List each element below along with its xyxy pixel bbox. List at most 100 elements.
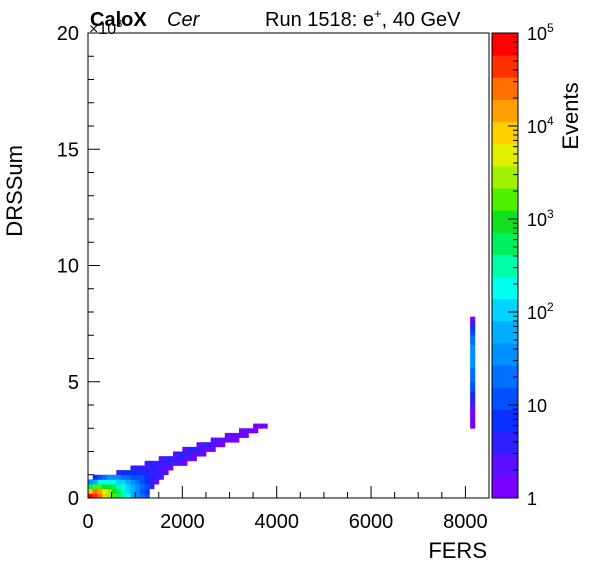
heatmap-cell — [470, 358, 476, 364]
heatmap-cell — [139, 488, 146, 494]
heatmap-cell — [229, 437, 235, 443]
channel-label: Cer — [167, 9, 201, 31]
heatmap-cell — [168, 456, 174, 462]
colorbar-segment — [492, 165, 518, 189]
heatmap-cell — [163, 460, 169, 466]
heatmap-cell — [470, 377, 476, 383]
colorbar-segment — [492, 343, 518, 366]
heatmap-cell — [470, 418, 476, 424]
heatmap-cell — [92, 484, 98, 490]
heatmap-cell — [470, 409, 476, 415]
colorbar-tick-label: 102 — [527, 300, 554, 323]
heatmap-cell — [470, 391, 476, 397]
heatmap-cell — [470, 367, 476, 373]
heatmap-cell — [125, 470, 131, 476]
y-tick-label: 5 — [68, 372, 79, 394]
colorbar-segment — [492, 365, 518, 388]
heatmap-cell — [220, 442, 226, 448]
heatmap-cell — [135, 484, 141, 490]
heatmap-cell — [149, 479, 155, 485]
heatmap-cell — [144, 470, 150, 476]
y-axis-label: DRSSum — [2, 145, 27, 237]
x-axis-ticks: 0 2000 4000 6000 8000 — [82, 486, 488, 533]
heatmap-cell — [154, 460, 160, 466]
colorbar-segment — [492, 188, 518, 211]
heatmap-cell — [262, 423, 268, 429]
heatmap-cell — [470, 372, 476, 378]
colorbar-ticks: 1 10 102 103 104 105 — [508, 21, 554, 509]
heatmap-cell — [111, 479, 117, 485]
heatmap-cell — [470, 321, 476, 327]
heatmap-cell — [88, 488, 94, 494]
heatmap-cell — [470, 423, 476, 429]
heatmap-cell — [205, 446, 212, 452]
heatmap-cell — [130, 484, 136, 490]
heatmap-cell — [97, 479, 103, 485]
colorbar-segment — [492, 55, 518, 78]
heatmap-cell — [163, 465, 169, 471]
colorbar-tick-label: 1 — [527, 489, 537, 509]
heatmap-cell — [163, 470, 169, 476]
colorbar-segment — [492, 387, 518, 410]
heatmap-cell — [144, 493, 150, 499]
colorbar-segment — [492, 254, 518, 278]
heatmap-cell — [177, 451, 183, 457]
heatmap-cell — [116, 479, 122, 485]
y-axis-multiplier: ×103 — [89, 18, 122, 38]
heatmap-cell — [92, 488, 98, 494]
heatmap-cell — [470, 316, 476, 322]
heatmap-cell — [243, 432, 249, 438]
y-tick-label: 10 — [57, 256, 79, 278]
heatmap-cell — [224, 437, 230, 443]
heatmap-cell — [106, 474, 112, 480]
colorbar-frame — [491, 32, 519, 499]
heatmap-cell — [102, 479, 108, 485]
colorbar-segment — [492, 33, 518, 56]
heatmap-cell — [253, 428, 259, 434]
heatmap-cell — [139, 484, 146, 490]
heatmap-cell — [139, 465, 146, 471]
heatmap-cell — [139, 493, 146, 499]
heatmap-cell — [187, 456, 193, 462]
x-tick-label: 4000 — [254, 511, 299, 533]
heatmap-cell — [106, 479, 112, 485]
heatmap-cell — [144, 460, 150, 466]
heatmap-cell — [135, 479, 141, 485]
heatmap-cell — [149, 470, 155, 476]
heatmap-cell — [177, 456, 183, 462]
heatmap-cell — [116, 484, 122, 490]
heatmap-cell — [168, 460, 174, 466]
heatmap-cell — [144, 465, 150, 471]
heatmap-cell — [168, 465, 174, 471]
colorbar-segment — [492, 99, 518, 123]
colorbar-label: Events — [558, 82, 583, 149]
heatmap-cell — [470, 381, 476, 387]
heatmap-cell — [154, 465, 160, 471]
heatmap-cell — [121, 493, 127, 499]
heatmap-cell — [191, 451, 197, 457]
heatmap-cell — [130, 470, 136, 476]
heatmap-cell — [210, 446, 216, 452]
heatmap-cell — [88, 493, 94, 499]
colorbar-segment — [492, 431, 518, 455]
y-axis-multiplier-exponent: 3 — [116, 18, 122, 30]
colorbar-segment — [492, 320, 518, 344]
heatmap-cell — [102, 484, 108, 490]
heatmap-cell — [470, 330, 476, 336]
heatmap-cell — [144, 479, 150, 485]
colorbar-segment — [492, 210, 518, 233]
heatmap-cell — [201, 446, 207, 452]
y-tick-label: 20 — [57, 23, 79, 45]
heatmap-cell — [121, 479, 127, 485]
heatmap-cell — [238, 428, 245, 434]
heatmap-cell — [470, 363, 476, 369]
heatmap-cell — [196, 446, 202, 452]
heatmap-cell — [88, 479, 94, 485]
heatmap-cell — [121, 474, 127, 480]
heatmap-cell — [224, 432, 230, 438]
heatmap-cell — [182, 456, 188, 462]
colorbar-tick-label: 103 — [527, 207, 554, 230]
heatmap-cell — [182, 451, 188, 457]
heatmap-cell — [229, 432, 235, 438]
x-tick-label: 8000 — [443, 511, 488, 533]
